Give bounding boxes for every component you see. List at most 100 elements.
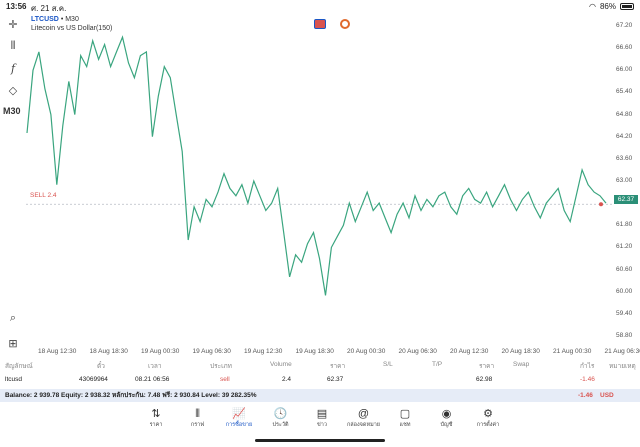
column-header[interactable]: ประเภท: [210, 363, 232, 370]
price-tick: 66.60: [616, 44, 633, 52]
trade-profit: -1.46: [580, 376, 595, 383]
time-tick: 21 Aug 00:30: [553, 348, 592, 355]
time-tick: 19 Aug 18:30: [295, 348, 334, 355]
trade-time: 08.21 06:56: [135, 376, 170, 383]
zoom-icon[interactable]: ⌕: [9, 311, 17, 324]
chart-icon: ⫴: [195, 408, 200, 420]
trade-open-price: 62.37: [327, 376, 344, 383]
sell-marker: [599, 202, 603, 207]
account-icon: ◉: [441, 408, 452, 420]
timeframe-button[interactable]: M30: [3, 106, 21, 116]
price-series-line: [26, 35, 607, 296]
chart-type-icon[interactable]: ⫴: [10, 39, 16, 52]
nav-quotes[interactable]: ⇅ ราคา: [136, 407, 176, 429]
trade-row[interactable]: ltcusd 43069964 08.21 06:56 sell 2.4 62.…: [0, 376, 640, 386]
status-time: 13:56: [6, 2, 27, 11]
price-tick: 58.80: [616, 331, 633, 339]
column-header[interactable]: Swap: [513, 361, 530, 368]
profit-currency: USD: [600, 392, 614, 399]
time-tick: 20 Aug 00:30: [347, 348, 386, 355]
column-header[interactable]: Volume: [270, 361, 292, 368]
history-icon: 🕓: [273, 408, 288, 420]
chart-header: LTCUSD • M30 Litecoin vs US Dollar(150): [31, 15, 112, 33]
mail-icon: @: [357, 408, 370, 420]
nav-account[interactable]: ◉ บัญชี: [427, 407, 467, 429]
current-price-tag: 62.37: [614, 195, 638, 204]
one-click-buy-icon[interactable]: [340, 19, 350, 29]
nav-label: แชท: [399, 422, 411, 428]
nav-settings[interactable]: ⚙ การตั้งค่า: [468, 407, 508, 429]
balance-bar: Balance: 2 939.78 Equity: 2 938.32 หลักป…: [0, 389, 640, 402]
nav-label: ประวัติ: [272, 422, 289, 428]
chart-toolbar: ✛ ⫴ f ◇ M30 ⌕ ⊞: [0, 12, 26, 357]
status-right: ◠ 86%: [589, 2, 634, 11]
chat-icon: ▢: [399, 408, 411, 420]
nav-trade[interactable]: 📈 การซื้อขาย: [219, 407, 259, 429]
trade-icon: 📈: [232, 408, 246, 420]
price-axis: 67.20 66.60 66.00 65.40 64.80 64.20 63.60 63.00…: [614, 0, 640, 357]
column-header[interactable]: T/P: [432, 361, 443, 368]
price-tick: 61.80: [616, 221, 633, 229]
nav-news[interactable]: ▤ ข่าว: [302, 407, 342, 429]
chart-description: Litecoin vs US Dollar(150): [31, 25, 113, 32]
column-header[interactable]: ตั๋ว: [97, 363, 105, 370]
trade-table-header: สัญลักษณ์ ตั๋ว เวลา ประเภท Volume ราคา S/L T/P ร…: [0, 361, 640, 371]
time-tick: 19 Aug 06:30: [192, 348, 231, 355]
column-header[interactable]: S/L: [383, 361, 393, 368]
price-tick: 60.00: [616, 287, 633, 295]
status-bar: 13:56 ศ. 21 ส.ค. ◠ 86%: [0, 0, 640, 13]
price-tick: 59.40: [616, 309, 633, 317]
crosshair-icon[interactable]: ✛: [8, 18, 18, 31]
column-header[interactable]: ราคา: [330, 363, 346, 370]
nav-label: ราคา: [149, 422, 163, 428]
add-icon[interactable]: ⊞: [8, 337, 18, 350]
nav-history[interactable]: 🕓 ประวัติ: [261, 407, 301, 429]
time-tick: 19 Aug 00:30: [141, 348, 180, 355]
time-tick: 18 Aug 18:30: [89, 348, 128, 355]
trade-type: sell: [220, 376, 230, 383]
price-tick: 63.60: [616, 154, 633, 162]
home-indicator: [255, 439, 385, 442]
column-header[interactable]: เวลา: [148, 363, 162, 370]
trade-volume: 2.4: [282, 376, 292, 383]
price-chart[interactable]: [0, 12, 640, 357]
price-tick: 64.80: [616, 110, 633, 118]
time-tick: 20 Aug 12:30: [450, 348, 489, 355]
wifi-icon: ◠: [589, 2, 596, 11]
column-header[interactable]: หมายเหตุ: [609, 363, 636, 370]
status-date: ศ. 21 ส.ค.: [31, 4, 67, 13]
battery-percent: 86%: [599, 2, 616, 11]
time-tick: 18 Aug 12:30: [38, 348, 77, 355]
objects-icon[interactable]: ◇: [8, 84, 18, 97]
chart-symbol[interactable]: LTCUSD • M30: [31, 16, 79, 23]
trade-current-price: 62.98: [476, 376, 493, 383]
nav-chat[interactable]: ▢ แชท: [385, 407, 425, 429]
bottom-navigation: ⇅ ราคา ⫴ กราฟ 📈 การซื้อขาย 🕓 ประวัติ ▤ ข่าว @ กล่อง…: [0, 404, 640, 447]
price-tick: 66.00: [616, 66, 633, 74]
total-profit: -1.46: [578, 392, 593, 399]
time-tick: 21 Aug 06:30: [604, 348, 640, 355]
price-tick: 67.20: [616, 22, 633, 30]
price-tick: 65.40: [616, 88, 633, 96]
nav-label: กล่องจดหมาย: [346, 422, 381, 428]
settings-icon: ⚙: [483, 408, 493, 420]
price-tick: 64.20: [616, 132, 633, 140]
one-click-sell-icon[interactable]: [314, 19, 326, 29]
price-tick: 63.00: [616, 177, 633, 184]
column-header[interactable]: กำไร: [580, 363, 595, 370]
time-axis: 18 Aug 12:30 18 Aug 18:30 19 Aug 00:30 19 A…: [0, 348, 640, 358]
nav-label: กราฟ: [190, 422, 205, 428]
nav-chart[interactable]: ⫴ กราฟ: [178, 407, 218, 429]
column-header[interactable]: สัญลักษณ์: [5, 363, 33, 370]
nav-label: ข่าว: [317, 422, 327, 428]
nav-label: บัญชี: [440, 422, 453, 428]
price-tick: 60.60: [616, 265, 633, 273]
nav-label: การตั้งค่า: [476, 422, 500, 428]
column-header[interactable]: ราคา: [479, 363, 495, 370]
battery-icon: [620, 3, 634, 10]
nav-label: การซื้อขาย: [225, 422, 253, 428]
balance-summary: Balance: 2 939.78 Equity: 2 938.32 หลักป…: [5, 392, 257, 399]
news-icon: ▤: [316, 408, 328, 420]
indicator-icon[interactable]: f: [10, 61, 16, 75]
nav-mail[interactable]: @ กล่องจดหมาย: [344, 407, 384, 429]
